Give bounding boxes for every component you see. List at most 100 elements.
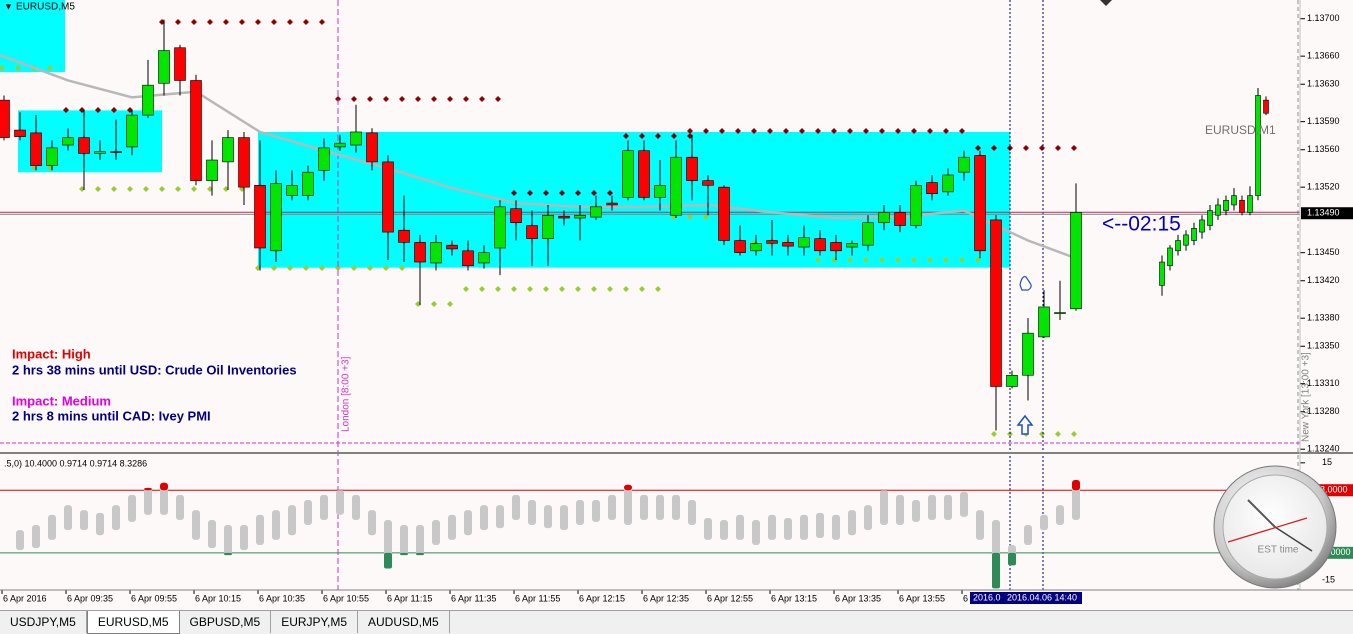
oscillator-tip	[144, 488, 152, 490]
y-tick-label: 1.13520	[1307, 182, 1340, 192]
candle-body	[335, 143, 346, 147]
y-tick-label: 1.13350	[1307, 341, 1340, 351]
candle-body	[847, 243, 858, 247]
tab[interactable]: GBPUSD,M5	[180, 611, 272, 633]
clock-widget: EST time	[1214, 466, 1336, 588]
y-tick-label: 1.13630	[1307, 79, 1340, 89]
candle-body	[255, 185, 266, 248]
oscillator-bar	[128, 495, 136, 522]
candle-body	[703, 181, 714, 186]
candle-body	[303, 172, 314, 195]
oscillator-tip	[1072, 480, 1080, 490]
oscillator-bar	[1040, 515, 1048, 530]
time-label: 6 Apr 09:35	[67, 593, 113, 603]
cursor-label: 2016.04.06 14:40	[1007, 592, 1077, 602]
time-label: 6	[963, 593, 968, 603]
candle-body	[223, 138, 234, 162]
news-text: 2 hrs 8 mins until CAD: Ivey PMI	[12, 408, 211, 423]
oscillator-bar	[32, 525, 40, 548]
oscillator-bar	[784, 518, 792, 540]
tab[interactable]: AUDUSD,M5	[358, 611, 450, 633]
tab[interactable]: EURJPY,M5	[271, 611, 358, 633]
oscillator-bar	[944, 495, 952, 520]
oscillator-bar	[576, 500, 584, 525]
candle-body	[783, 242, 794, 246]
candle-body	[191, 80, 202, 180]
oscillator-bar	[768, 515, 776, 540]
candle-body	[319, 148, 330, 170]
oscillator-bar	[960, 492, 968, 517]
candle-body	[1168, 248, 1173, 266]
time-label: 6 Apr 10:15	[195, 593, 241, 603]
candle-body	[1192, 228, 1197, 240]
oscillator-bar	[288, 505, 296, 535]
candle-body	[399, 230, 410, 242]
candle-body	[527, 226, 538, 239]
candle-body	[31, 133, 42, 166]
candle-body	[463, 251, 474, 266]
chart-window: London [8:00 +3]New York [13:00 +3]1.137…	[0, 0, 1353, 610]
time-label: 6 Apr 11:55	[515, 593, 560, 603]
oscillator-tip	[400, 553, 408, 555]
oscillator-bar	[736, 515, 744, 540]
candle-body	[351, 132, 362, 145]
oscillator-bar	[112, 505, 120, 530]
tab[interactable]: EURUSD,M5	[87, 611, 180, 634]
candle-body	[239, 138, 250, 188]
candle-body	[175, 48, 186, 81]
candle-body	[207, 160, 218, 181]
candle-body	[687, 157, 698, 180]
candle-body	[1023, 333, 1034, 375]
y-tick-label: 1.13590	[1307, 116, 1340, 126]
candle-body	[47, 148, 58, 166]
oscillator-bar	[496, 505, 504, 528]
oscillator-bar	[240, 525, 248, 550]
oscillator-bar	[528, 500, 536, 525]
oscillator-bar	[864, 505, 872, 530]
indicator-header: .5,0) 10.4000 0.9714 0.9714 8.3286	[4, 458, 147, 468]
time-label: 6 Apr 12:15	[579, 593, 625, 603]
clock-label: EST time	[1258, 545, 1299, 556]
time-label: 6 Apr 10:55	[323, 593, 369, 603]
candle-body	[815, 239, 826, 251]
oscillator-bar	[416, 525, 424, 555]
candle-body	[911, 185, 922, 225]
oscillator-tip	[1008, 553, 1016, 566]
candle-body	[799, 238, 810, 247]
candle-body	[63, 138, 74, 145]
oscillator-bar	[304, 500, 312, 525]
oscillator-bar	[448, 515, 456, 540]
candle-body	[95, 152, 106, 154]
candle-body	[751, 243, 762, 250]
m1-label: EURUSD,M1	[1205, 123, 1276, 137]
oscillator-bar	[176, 495, 184, 520]
oscillator-bar	[896, 495, 904, 525]
oscillator-tip	[160, 483, 168, 490]
candle-body	[1240, 200, 1245, 212]
oscillator-bar	[848, 510, 856, 535]
y-tick-label: 1.13660	[1307, 51, 1340, 61]
oscillator-tip	[992, 553, 1000, 589]
oscillator-bar	[928, 495, 936, 520]
y-tick-label: 1.13280	[1307, 406, 1340, 416]
candle-body	[111, 152, 122, 153]
candle-body	[159, 51, 170, 84]
session-label: New York [13:00 +3]	[1301, 352, 1312, 442]
candle-body	[383, 162, 394, 232]
oscillator-bar	[48, 515, 56, 540]
symbol-label: EURUSD,M5	[16, 2, 75, 13]
oscillator-tip	[384, 553, 392, 569]
candle-body	[1160, 262, 1165, 285]
candle-body	[735, 241, 746, 253]
oscillator-tip	[624, 485, 632, 490]
candle-body	[767, 241, 778, 244]
tab[interactable]: USDJPY,M5	[0, 611, 87, 633]
oscillator-bar	[512, 495, 520, 520]
candle-body	[655, 185, 666, 197]
oscillator-bar	[608, 495, 616, 520]
candle-body	[1184, 235, 1189, 245]
oscillator-tip	[416, 553, 424, 555]
oscillator-bar	[336, 490, 344, 515]
candle-body	[447, 245, 458, 249]
